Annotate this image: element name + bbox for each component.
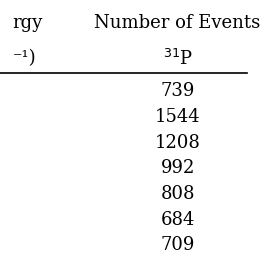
Text: 1544: 1544 xyxy=(155,108,201,126)
Text: 992: 992 xyxy=(160,159,195,178)
Text: $^{31}$P: $^{31}$P xyxy=(163,49,193,69)
Text: 739: 739 xyxy=(160,82,195,101)
Text: Number of Events: Number of Events xyxy=(95,14,261,31)
Text: 1208: 1208 xyxy=(155,134,201,152)
Text: 808: 808 xyxy=(160,185,195,203)
Text: 709: 709 xyxy=(160,236,195,254)
Text: ⁻¹): ⁻¹) xyxy=(12,49,36,67)
Text: 684: 684 xyxy=(160,211,195,229)
Text: rgy: rgy xyxy=(12,14,43,31)
